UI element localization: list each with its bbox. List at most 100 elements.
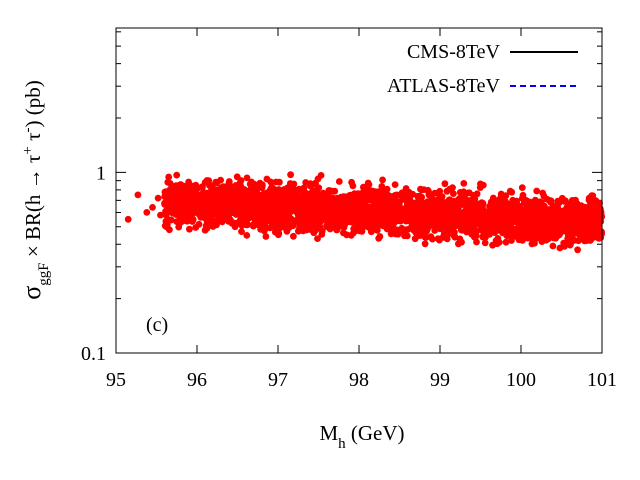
data-point: [183, 216, 191, 224]
data-point: [357, 191, 365, 199]
data-point: [343, 231, 351, 239]
data-point: [518, 206, 526, 213]
data-point: [143, 209, 151, 216]
data-point: [418, 218, 426, 226]
data-point: [379, 176, 386, 184]
data-point: [409, 190, 417, 198]
data-point: [225, 201, 233, 208]
data-point: [597, 218, 605, 225]
data-point: [533, 234, 541, 242]
data-point: [596, 229, 604, 237]
data-point: [519, 222, 527, 230]
data-point: [566, 231, 574, 239]
data-point: [283, 217, 290, 225]
data-point: [446, 222, 453, 230]
data-point: [383, 224, 390, 232]
data-point: [477, 180, 484, 188]
data-point: [281, 192, 289, 199]
data-point: [245, 211, 253, 219]
data-point: [486, 231, 493, 238]
data-point: [351, 190, 358, 198]
data-point: [578, 208, 586, 216]
data-point: [555, 231, 563, 239]
data-point: [424, 208, 432, 216]
data-point: [523, 227, 531, 235]
data-point: [229, 186, 237, 194]
data-point: [558, 218, 566, 226]
data-point: [411, 211, 418, 218]
data-point: [571, 207, 579, 215]
data-point: [266, 202, 274, 210]
data-point: [493, 240, 501, 248]
data-point: [243, 174, 251, 182]
y-axis-label: σggF × BR(h → τ+ τ-) (pb): [17, 80, 52, 300]
data-point: [161, 222, 169, 230]
data-point: [393, 216, 401, 224]
data-point: [398, 190, 406, 197]
data-point: [258, 198, 266, 206]
data-point: [494, 235, 502, 242]
data-point: [556, 244, 564, 252]
data-point: [236, 180, 244, 188]
data-point: [443, 235, 451, 243]
scatter-points: [124, 171, 606, 254]
data-point: [402, 185, 410, 192]
data-point: [415, 194, 422, 202]
data-point: [508, 188, 516, 196]
data-point: [212, 178, 220, 186]
data-point: [192, 181, 200, 189]
data-point: [480, 206, 487, 214]
data-point: [243, 232, 251, 239]
data-point: [290, 232, 297, 240]
data-point: [564, 217, 572, 225]
data-point: [502, 238, 510, 246]
data-point: [312, 210, 319, 217]
data-point: [293, 202, 301, 210]
data-point: [317, 172, 325, 179]
data-point: [585, 225, 593, 232]
data-point: [221, 187, 229, 195]
data-point: [309, 223, 317, 231]
data-point: [391, 181, 399, 189]
data-point: [176, 219, 184, 227]
data-point: [544, 211, 552, 219]
data-point: [225, 182, 233, 189]
data-point: [519, 194, 527, 202]
data-point: [228, 219, 236, 227]
data-point: [569, 197, 577, 205]
data-point: [542, 218, 550, 226]
data-point: [540, 192, 548, 200]
data-point: [574, 246, 581, 254]
data-point: [441, 180, 449, 188]
data-point: [446, 185, 454, 193]
data-point: [332, 213, 340, 221]
legend-label-cms: CMS-8TeV: [407, 41, 501, 63]
data-point: [314, 235, 321, 243]
data-point: [505, 225, 513, 233]
y-tick-label: 0.1: [81, 343, 106, 365]
data-point: [435, 205, 443, 213]
data-point: [427, 233, 435, 241]
panel-label: (c): [146, 314, 168, 336]
data-point: [276, 178, 283, 186]
data-point: [497, 199, 505, 206]
data-point: [527, 213, 534, 221]
data-point: [411, 235, 419, 243]
data-point: [255, 221, 263, 229]
plot-frame: [115, 27, 603, 354]
data-point: [238, 228, 245, 236]
data-point: [197, 210, 205, 218]
data-point: [204, 193, 212, 201]
data-point: [452, 211, 459, 219]
data-point: [563, 204, 571, 212]
data-point: [197, 198, 205, 206]
data-point: [567, 225, 575, 233]
x-tick-label: 100: [506, 369, 536, 391]
data-point: [195, 220, 203, 228]
data-point: [211, 198, 219, 206]
data-point: [445, 207, 453, 215]
data-point: [259, 182, 266, 189]
data-point: [575, 237, 582, 245]
data-point: [469, 196, 477, 204]
data-point: [354, 210, 362, 217]
